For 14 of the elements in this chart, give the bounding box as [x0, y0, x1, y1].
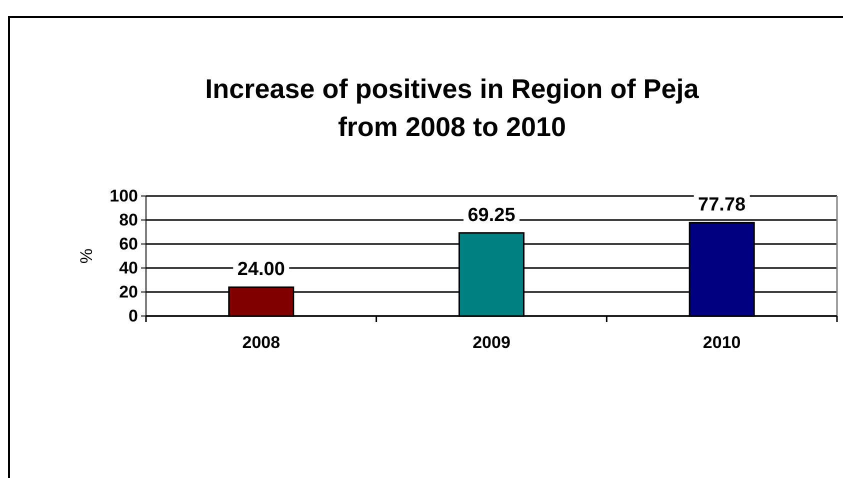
y-tick-label: 60: [119, 234, 138, 254]
y-tick-label: 100: [110, 186, 138, 206]
y-tick-label: 20: [119, 282, 138, 302]
data-label: 77.78: [698, 194, 746, 216]
y-tick-label: 0: [128, 306, 138, 326]
y-tick-label: 40: [119, 258, 138, 278]
chart-title: Increase of positives in Region of Peja from 2008 to 2010: [205, 74, 700, 142]
data-label: 69.25: [468, 204, 516, 226]
y-axis-title: %: [77, 248, 96, 264]
data-label: 24.00: [237, 259, 285, 280]
y-tick-label: 80: [119, 210, 138, 230]
x-tick-label: 2008: [242, 333, 280, 352]
x-tick-label: 2010: [702, 333, 741, 352]
x-tick-label: 2009: [472, 333, 510, 352]
